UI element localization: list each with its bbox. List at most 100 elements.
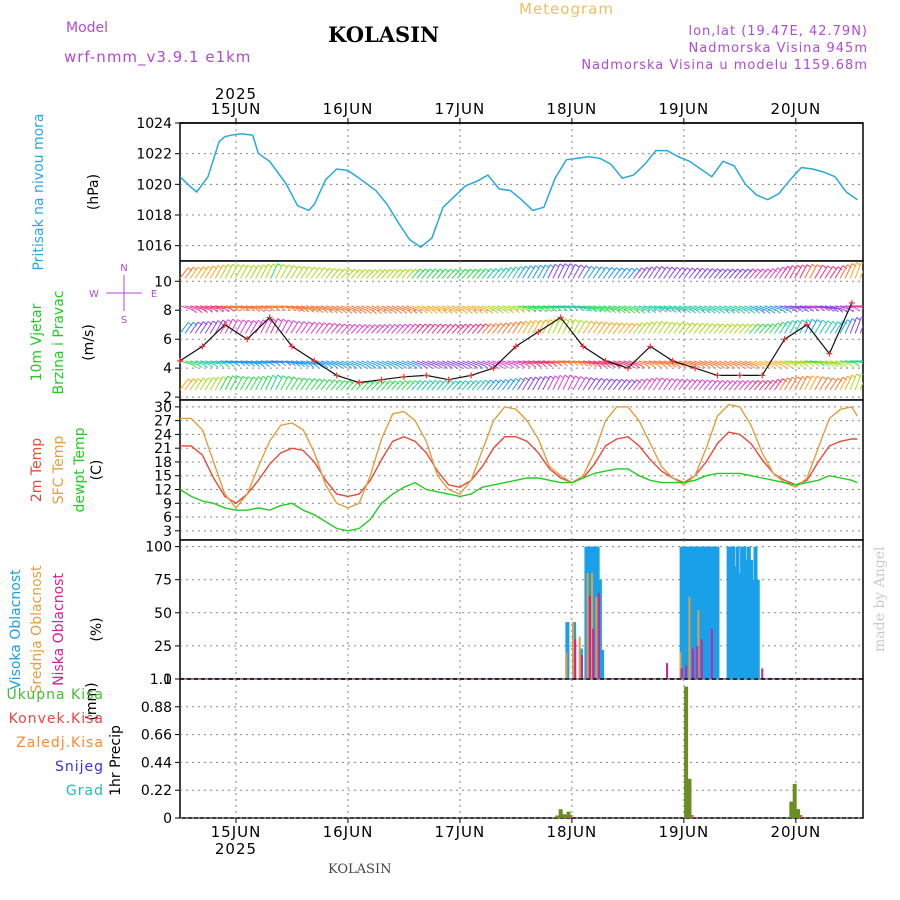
wind-barb [602, 322, 612, 334]
wind-barb [738, 268, 748, 279]
wind-barb [386, 360, 399, 366]
wind-barb [698, 305, 712, 311]
wind-barb [224, 263, 234, 279]
wind-barb [643, 266, 652, 279]
wind-barb [789, 305, 805, 310]
wind-barb [396, 268, 406, 279]
wind-barb [497, 267, 506, 279]
wind-barb-tick [662, 363, 667, 368]
wind-barb [335, 268, 345, 279]
wind-barb [804, 264, 813, 279]
wind-barb-tick [382, 365, 387, 369]
wind-barb-tick [814, 362, 820, 367]
wind-barb-tick [291, 362, 296, 367]
wind-barb [476, 268, 486, 279]
wind-barb-tick [203, 309, 208, 313]
wind-barb [315, 378, 325, 391]
wind-barb [799, 264, 808, 279]
wind-barb [325, 323, 335, 334]
wind-barb [562, 374, 571, 391]
wind-barb [215, 305, 231, 309]
wind-barb-tick [701, 364, 706, 369]
wind-barb [401, 268, 411, 279]
mid-cloud-bar [688, 596, 691, 679]
wind-barb [572, 305, 589, 309]
wind-barb [345, 268, 355, 279]
wind-barb [517, 360, 532, 365]
pressure-unit-label: (hPa) [86, 174, 102, 210]
wind-barb-tick [793, 363, 798, 368]
wind-barb [366, 305, 378, 312]
wind-barb-tick [547, 363, 553, 367]
wind-barb-tick [725, 309, 731, 314]
wind-barb [633, 322, 643, 334]
wind-barb-tick [873, 361, 877, 364]
wind-barb [265, 305, 282, 309]
wind-barb [229, 375, 239, 391]
wind-barb-tick [281, 307, 287, 311]
wind-barb-tick [777, 322, 782, 327]
wind-barb [255, 264, 264, 279]
wind-barb [234, 376, 244, 391]
wind-barb-tick [483, 364, 489, 369]
wind-barb [784, 376, 793, 391]
wind-barb-tick [592, 363, 598, 368]
wind-barb [265, 375, 274, 391]
wind-barb [844, 263, 853, 279]
wind-barb [643, 305, 658, 310]
wind-barb-tick [755, 309, 761, 314]
wind-barb-tick [255, 363, 260, 367]
wind-barb-tick [323, 309, 329, 314]
wind-barb [794, 264, 803, 279]
wind-barb [764, 379, 774, 391]
wind-barb-tick [861, 261, 863, 264]
wind-barb [718, 323, 728, 334]
wind-barb [859, 381, 863, 391]
wind-barb [592, 266, 602, 279]
wind-barb [351, 305, 363, 311]
wind-barb [507, 321, 516, 334]
wind-barb-tick [611, 364, 616, 369]
wind-barb-tick [615, 309, 621, 314]
wind-barb [683, 305, 697, 311]
wind-barb-tick [504, 309, 509, 314]
wind-barb [507, 266, 516, 279]
y-tick-label: 0.44 [141, 755, 172, 771]
wind-barb [330, 305, 344, 311]
wind-barb [703, 305, 717, 311]
wind-barb [688, 379, 698, 391]
wind-barb [814, 305, 831, 309]
wind-barb-tick [526, 308, 531, 313]
wind-barb-tick [309, 363, 315, 368]
wind-barb-tick [372, 310, 377, 314]
wind-barb [396, 380, 406, 391]
wind-barb [411, 380, 421, 391]
wind-barb-tick [787, 364, 793, 369]
wind-barb [779, 377, 788, 391]
wind-barb-tick [213, 363, 219, 368]
wind-barb-tick [342, 309, 348, 314]
wind-barb [401, 305, 414, 311]
precip-bar [555, 815, 560, 818]
wind-barb [305, 305, 320, 311]
wind-barb [537, 305, 554, 309]
wind-barb [764, 305, 777, 311]
wind-barb-tick [397, 365, 403, 369]
wind-barb-tick [493, 364, 499, 369]
wind-barb [229, 319, 239, 334]
wind-barb-tick [531, 363, 537, 368]
wind-barb [219, 264, 229, 279]
wind-barb-tick [873, 306, 877, 309]
wind-barb [386, 268, 396, 279]
wind-barb [376, 360, 388, 366]
wind-barb [718, 305, 731, 311]
wind-barb [698, 360, 712, 366]
y-tick-label: 1020 [136, 177, 172, 193]
low-cloud-bar [597, 592, 600, 679]
wind-barb [219, 319, 229, 334]
wind-barb-tick [635, 309, 641, 314]
wind-barb [532, 305, 548, 310]
wind-barb [814, 319, 823, 334]
wind-barb [824, 377, 834, 391]
wind-barb [602, 378, 612, 391]
